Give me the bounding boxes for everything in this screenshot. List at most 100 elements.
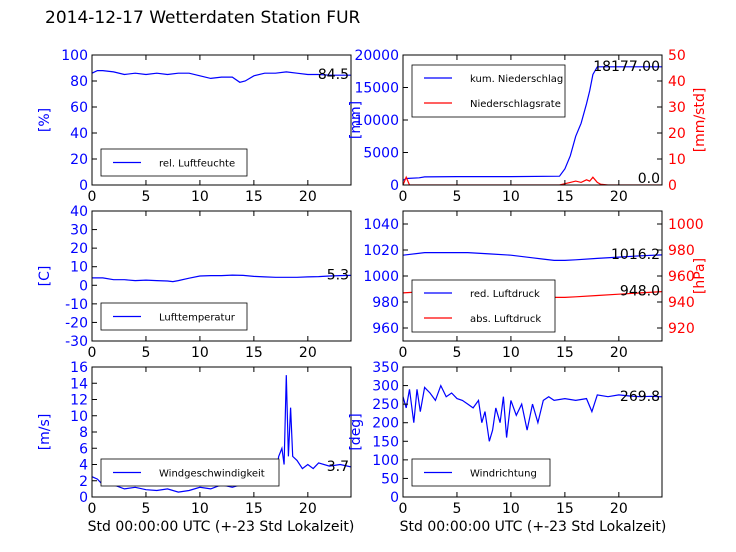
y-tick-label: 350 [372, 360, 399, 376]
plot-frame [91, 210, 352, 342]
series-line-2 [403, 175, 662, 185]
y-tick-label: -30 [65, 334, 88, 350]
panel-2: 0 5 10 15 20 0 5000 10000 15000 20000 0 10 20 30 40 50 [… [348, 48, 708, 205]
x-tick-label: 15 [245, 345, 263, 361]
y-tick-label: 980 [372, 295, 399, 311]
x-tick-label: 20 [299, 345, 317, 361]
x-tick-label: 10 [191, 345, 209, 361]
legend-label: Windrichtung [470, 469, 537, 480]
panel-3: 0 5 10 15 20 -30 -20 -10 0 10 20 30 40 [C] 5.3 Lufttemp… [37, 204, 352, 361]
x-tick-label: 15 [556, 345, 574, 361]
y-tick-label: 960 [372, 321, 399, 337]
x-axis-label-left: Std 00:00:00 UTC (+-23 Std Lokalzeit) [88, 519, 355, 535]
y-tick-label: 40 [70, 204, 88, 220]
legend-label: Niederschlagsrate [470, 99, 561, 110]
panel-1: 0 5 10 15 20 0 20 40 60 80 100 [%] 84.5 rel. Luftfeuc… [37, 48, 352, 205]
x-tick-label: 15 [245, 501, 263, 517]
panel-5: 0 5 10 15 200246810121416[m/s]3.7Windgeschwi… [37, 360, 352, 517]
y-axis-label: [deg] [348, 413, 364, 450]
page-title: 2014-12-17 Wetterdaten Station FUR [45, 8, 361, 28]
y-tick-label: 1040 [363, 217, 399, 233]
x-tick-label: 5 [141, 189, 150, 205]
plot-frame [402, 366, 663, 498]
legend: Windrichtung [411, 458, 551, 487]
y-axis-label: [mm] [348, 101, 364, 139]
legend: Windgeschwindigkeit [100, 458, 280, 487]
y-tick-label: 14 [70, 376, 88, 392]
legend-label: red. Luftdruck [470, 289, 540, 300]
x-tick-label: 10 [502, 501, 520, 517]
y2-tick-label: 0 [668, 178, 677, 194]
y-tick-label: -20 [65, 315, 88, 331]
panel-6: 0 5 10 15 20050100150200250300350[deg]269.8W… [348, 360, 663, 517]
y-tick-label: 40 [70, 126, 88, 142]
y-tick-label: 20 [70, 241, 88, 257]
y2-tick-label: 980 [668, 243, 695, 259]
y-tick-label: 20 [70, 152, 88, 168]
last-value-label: 84.5 [318, 67, 349, 83]
legend: Lufttemperatur [100, 302, 248, 331]
x-tick-label: 20 [299, 189, 317, 205]
y2-tick-label: 30 [668, 100, 686, 116]
x-tick-label: 15 [556, 189, 574, 205]
y2-axis-label: [mm/std] [692, 88, 708, 153]
y-tick-label: 10 [70, 260, 88, 276]
y2-tick-label: 920 [668, 321, 695, 337]
x-tick-label: 10 [191, 189, 209, 205]
x-tick-label: 0 [399, 189, 408, 205]
x-tick-label: 5 [452, 501, 461, 517]
y-tick-label: 8 [79, 425, 88, 441]
legend-box [411, 64, 566, 118]
y-axis-label: [C] [37, 266, 53, 287]
y-tick-label: 50 [381, 471, 399, 487]
y-tick-label: 1020 [363, 243, 399, 259]
y2-tick-label: 10 [668, 152, 686, 168]
y-tick-label: 6 [79, 441, 88, 457]
y-tick-label: 1000 [363, 269, 399, 285]
x-tick-label: 15 [556, 501, 574, 517]
y2-tick-label: 40 [668, 74, 686, 90]
last-value-label: 269.8 [620, 389, 660, 405]
last-value-label-2: 0.0 [638, 171, 660, 187]
y-axis-label: [%] [37, 108, 53, 132]
legend-label: Lufttemperatur [159, 313, 236, 324]
x-tick-label: 10 [502, 189, 520, 205]
y-tick-label: 16 [70, 360, 88, 376]
x-tick-label: 20 [610, 189, 628, 205]
x-tick-label: 20 [610, 501, 628, 517]
y-tick-label: 300 [372, 379, 399, 395]
series-line-1 [92, 69, 351, 83]
panel-4: 0 5 10 15 20 960 980 1000 1020 1040 920 940 960 980 10… [363, 210, 708, 361]
y2-tick-label: 1000 [668, 217, 704, 233]
y-tick-label: 5000 [363, 146, 399, 162]
y-tick-label: 4 [79, 458, 88, 474]
x-tick-label: 0 [399, 345, 408, 361]
x-tick-label: 20 [610, 345, 628, 361]
y-tick-label: 250 [372, 397, 399, 413]
y-tick-label: 0 [79, 278, 88, 294]
y-tick-label: 60 [70, 100, 88, 116]
x-tick-label: 0 [399, 501, 408, 517]
y-tick-label: 0 [390, 178, 399, 194]
legend: kum. Niederschlag Niederschlagsrate [411, 64, 566, 118]
y2-tick-label: 20 [668, 126, 686, 142]
last-value-label: 5.3 [327, 267, 349, 283]
x-tick-label: 5 [141, 345, 150, 361]
y2-tick-label: 50 [668, 48, 686, 64]
x-tick-label: 10 [502, 345, 520, 361]
legend-label: kum. Niederschlag [470, 74, 563, 85]
legend: red. Luftdruck abs. Luftdruck [411, 279, 556, 333]
x-tick-label: 20 [299, 501, 317, 517]
y-tick-label: 12 [70, 393, 88, 409]
x-tick-label: 10 [191, 501, 209, 517]
y-tick-label: 2 [79, 474, 88, 490]
legend-label: abs. Luftdruck [470, 314, 541, 325]
x-axis-label-right: Std 00:00:00 UTC (+-23 Std Lokalzeit) [400, 519, 667, 535]
y2-tick-label: 940 [668, 295, 695, 311]
series-line-1 [403, 66, 662, 181]
y-tick-label: 0 [390, 490, 399, 506]
plot-frame [91, 54, 352, 186]
x-tick-label: 5 [452, 189, 461, 205]
y2-tick-label: 960 [668, 269, 695, 285]
